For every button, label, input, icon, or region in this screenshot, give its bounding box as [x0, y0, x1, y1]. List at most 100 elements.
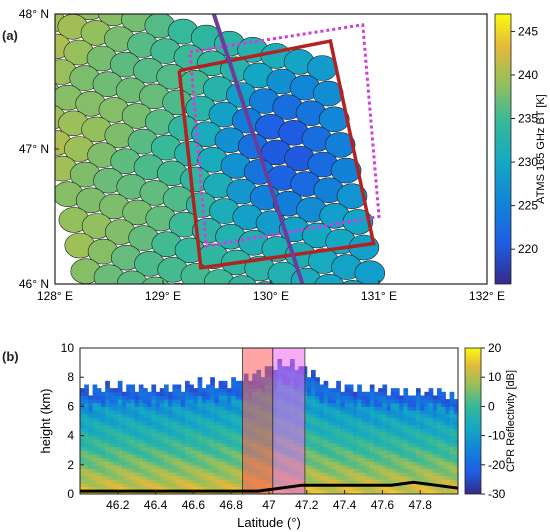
- reflectivity-cell: [222, 442, 228, 448]
- reflectivity-cell: [92, 479, 98, 484]
- reflectivity-cell: [164, 475, 169, 480]
- reflectivity-cell: [424, 395, 430, 400]
- reflectivity-cell: [369, 486, 375, 491]
- reflectivity-cell: [168, 483, 173, 488]
- reflectivity-cell: [109, 424, 115, 429]
- reflectivity-cell: [323, 428, 329, 433]
- reflectivity-cell: [176, 442, 182, 448]
- reflectivity-cell: [453, 428, 458, 433]
- reflectivity-cell: [340, 486, 346, 491]
- reflectivity-cell: [126, 446, 131, 451]
- reflectivity-cell: [84, 464, 89, 469]
- reflectivity-cell: [319, 388, 325, 393]
- reflectivity-cell: [239, 402, 245, 407]
- reflectivity-cell: [172, 435, 178, 440]
- reflectivity-cell: [92, 472, 98, 477]
- reflectivity-cell: [348, 417, 354, 422]
- reflectivity-cell: [306, 450, 312, 455]
- reflectivity-cell: [353, 417, 358, 422]
- reflectivity-cell: [369, 391, 375, 396]
- reflectivity-cell: [386, 457, 392, 462]
- reflectivity-cell: [172, 402, 178, 407]
- reflectivity-cell: [403, 486, 409, 491]
- reflectivity-cell: [176, 421, 182, 426]
- reflectivity-cell: [113, 479, 119, 484]
- reflectivity-cell: [147, 435, 152, 440]
- reflectivity-cell: [399, 457, 404, 462]
- reflectivity-cell: [147, 395, 152, 400]
- reflectivity-cell: [180, 453, 186, 458]
- reflectivity-cell: [155, 461, 161, 466]
- reflectivity-cell: [155, 435, 161, 440]
- reflectivity-cell: [399, 413, 404, 418]
- reflectivity-cell: [306, 472, 312, 477]
- reflectivity-cell: [151, 428, 157, 433]
- reflectivity-cell: [164, 464, 169, 469]
- reflectivity-cell: [445, 421, 451, 426]
- reflectivity-cell: [382, 479, 388, 484]
- reflectivity-cell: [437, 395, 442, 400]
- reflectivity-cell: [323, 406, 329, 411]
- reflectivity-cell: [357, 384, 362, 389]
- reflectivity-cell: [126, 453, 131, 458]
- reflectivity-cell: [348, 453, 354, 458]
- reflectivity-cell: [222, 464, 228, 469]
- reflectivity-cell: [138, 464, 144, 469]
- reflectivity-cell: [357, 446, 362, 451]
- reflectivity-cell: [344, 431, 350, 437]
- reflectivity-cell: [172, 421, 178, 426]
- reflectivity-cell: [336, 475, 341, 480]
- reflectivity-cell: [117, 475, 123, 480]
- reflectivity-cell: [201, 391, 207, 396]
- reflectivity-cell: [147, 413, 152, 418]
- reflectivity-cell: [138, 461, 144, 466]
- reflectivity-cell: [130, 450, 136, 455]
- reflectivity-cell: [168, 457, 173, 462]
- reflectivity-cell: [117, 417, 123, 422]
- reflectivity-cell: [206, 395, 211, 400]
- reflectivity-cell: [323, 450, 329, 455]
- overlay-layer: [177, 14, 381, 284]
- reflectivity-cell: [239, 388, 245, 393]
- reflectivity-cell: [143, 410, 148, 415]
- reflectivity-cell: [164, 479, 169, 484]
- reflectivity-cell: [332, 402, 337, 407]
- reflectivity-cell: [411, 413, 417, 418]
- reflectivity-cell: [378, 461, 383, 466]
- reflectivity-cell: [117, 486, 123, 491]
- reflectivity-cell: [222, 395, 228, 400]
- reflectivity-cell: [416, 417, 421, 422]
- xsec-y-tick-label: 10: [61, 341, 75, 355]
- reflectivity-cell: [138, 388, 144, 393]
- reflectivity-cell: [147, 391, 152, 396]
- reflectivity-cell: [109, 428, 115, 433]
- reflectivity-cell: [424, 479, 430, 484]
- atms-footprint: [324, 132, 356, 158]
- reflectivity-cell: [172, 413, 178, 418]
- reflectivity-cell: [185, 410, 190, 415]
- reflectivity-cell: [378, 472, 383, 477]
- reflectivity-cell: [155, 446, 161, 451]
- reflectivity-cell: [441, 461, 446, 466]
- reflectivity-cell: [117, 402, 123, 407]
- reflectivity-cell: [449, 399, 455, 404]
- reflectivity-cell: [437, 442, 442, 448]
- reflectivity-cell: [361, 410, 367, 415]
- reflectivity-cell: [403, 453, 409, 458]
- reflectivity-cell: [126, 406, 131, 411]
- reflectivity-cell: [130, 472, 136, 477]
- reflectivity-cell: [323, 479, 329, 484]
- reflectivity-cell: [151, 468, 157, 473]
- reflectivity-cell: [319, 450, 325, 455]
- reflectivity-cell: [155, 475, 161, 480]
- reflectivity-cell: [206, 442, 211, 448]
- reflectivity-cell: [164, 388, 169, 393]
- reflectivity-cell: [180, 464, 186, 469]
- reflectivity-cell: [206, 413, 211, 418]
- atms-footprint: [341, 280, 364, 284]
- reflectivity-cell: [395, 442, 400, 448]
- cpr-colorbar-tick-label: -10: [488, 429, 506, 443]
- reflectivity-cell: [441, 453, 446, 458]
- reflectivity-cell: [231, 475, 236, 480]
